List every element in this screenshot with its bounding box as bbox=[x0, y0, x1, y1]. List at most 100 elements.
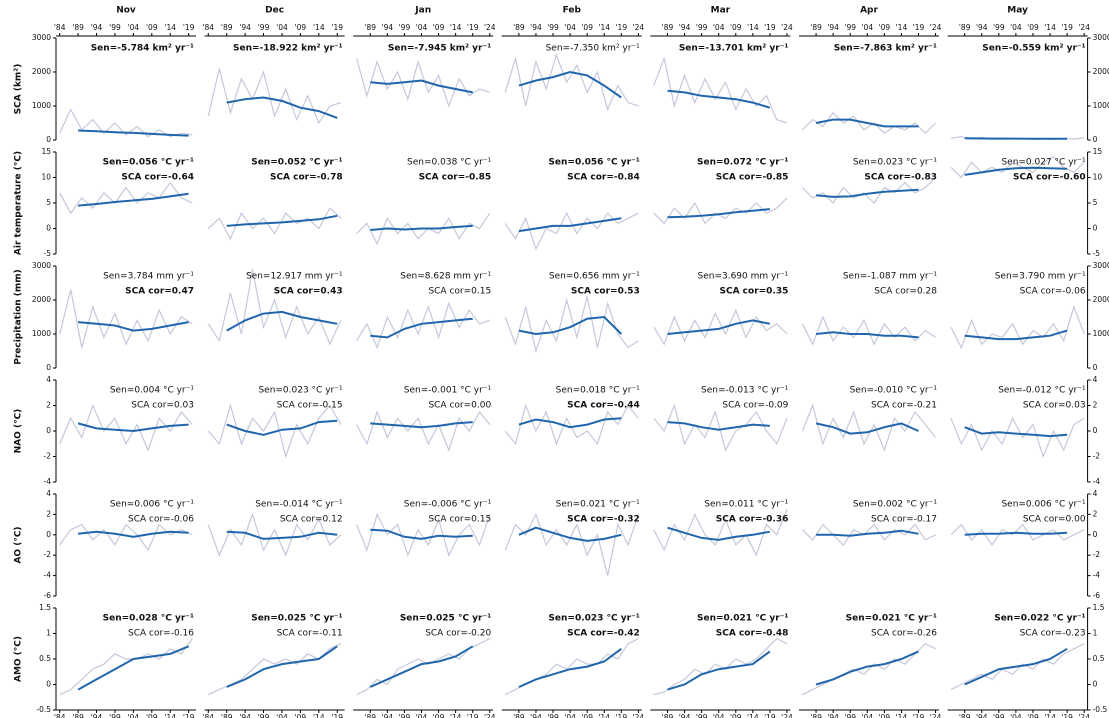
x-tick-label: '14 bbox=[1044, 23, 1056, 32]
x-tick-label: '19 bbox=[331, 23, 343, 32]
x-tick-label: '24 bbox=[633, 23, 645, 32]
annotation: Sen=-0.001 °C yr⁻¹ bbox=[404, 386, 492, 396]
raw-line bbox=[801, 315, 936, 346]
annotation: Sen=0.023 °C yr⁻¹ bbox=[258, 386, 343, 396]
x-tick-label: '04 bbox=[1010, 713, 1022, 718]
annotation: SCA cor=-0.83 bbox=[864, 173, 937, 183]
annotation: Sen=0.056 °C yr⁻¹ bbox=[548, 158, 639, 168]
annotation: SCA cor=-0.21 bbox=[871, 401, 937, 411]
x-tick-label: '99 bbox=[696, 713, 708, 718]
x-tick-label: '89 bbox=[513, 713, 525, 718]
raw-line bbox=[801, 111, 937, 135]
y-tick-label: -6 bbox=[1093, 591, 1101, 600]
annotation: Sen=0.028 °C yr⁻¹ bbox=[103, 614, 194, 624]
x-tick-label: '09 bbox=[433, 23, 445, 32]
x-tick-label: '99 bbox=[547, 713, 559, 718]
annotation: Sen=0.011 °C yr⁻¹ bbox=[704, 500, 789, 510]
x-tick-label: '99 bbox=[696, 23, 708, 32]
raw-line bbox=[207, 68, 342, 125]
trend-line bbox=[226, 645, 338, 688]
x-tick-label: '09 bbox=[581, 713, 593, 718]
trend-line bbox=[226, 214, 338, 227]
y-tick-label: 2000 bbox=[1093, 67, 1109, 76]
x-tick-label: '94 bbox=[530, 713, 542, 718]
annotation: SCA cor=-0.84 bbox=[567, 173, 640, 183]
x-tick-label: '09 bbox=[433, 713, 445, 718]
annotation: Sen=0.002 °C yr⁻¹ bbox=[853, 500, 938, 510]
raw-line bbox=[59, 181, 193, 215]
y-tick-label: -5 bbox=[1093, 249, 1101, 258]
x-tick-label: '84 bbox=[202, 713, 214, 718]
annotation: Sen=0.023 °C yr⁻¹ bbox=[548, 614, 639, 624]
y-tick-label: 0 bbox=[1093, 135, 1098, 144]
annotation: Sen=0.052 °C yr⁻¹ bbox=[251, 158, 342, 168]
trend-line bbox=[78, 129, 189, 137]
y-tick-label: 2000 bbox=[32, 67, 51, 76]
y-tick-label: 4 bbox=[1093, 375, 1098, 384]
x-tick-label: '94 bbox=[679, 713, 691, 718]
y-tick-label: 1 bbox=[1093, 629, 1098, 638]
x-tick-label: '99 bbox=[844, 23, 856, 32]
x-tick-label: '04 bbox=[128, 713, 140, 718]
x-tick-label: '04 bbox=[276, 713, 288, 718]
raw-line bbox=[504, 53, 639, 112]
y-tick-label: -4 bbox=[44, 571, 52, 580]
y-tick-label: 2000 bbox=[32, 295, 51, 304]
trend-line bbox=[518, 315, 623, 336]
x-tick-label: '04 bbox=[564, 23, 576, 32]
y-tick-label: 0 bbox=[46, 426, 51, 435]
x-tick-label: '19 bbox=[467, 23, 479, 32]
annotation: Sen=12.917 mm yr⁻¹ bbox=[246, 272, 343, 282]
trend-line bbox=[518, 217, 622, 233]
y-tick-label: -2 bbox=[1093, 452, 1101, 461]
trend-line bbox=[77, 645, 189, 691]
annotation: SCA cor=-0.85 bbox=[419, 173, 492, 183]
annotation: Sen=-18.922 km² yr⁻¹ bbox=[233, 44, 343, 54]
annotation: SCA cor=-0.85 bbox=[716, 173, 789, 183]
annotation: Sen=0.038 °C yr⁻¹ bbox=[407, 158, 492, 168]
y-tick-label: 3000 bbox=[1093, 33, 1109, 42]
annotation: SCA cor=0.03 bbox=[131, 401, 194, 411]
x-tick-label: '24 bbox=[930, 713, 942, 718]
x-tick-label: '14 bbox=[1044, 713, 1056, 718]
x-tick-label: '99 bbox=[258, 713, 270, 718]
x-tick-label: '09 bbox=[879, 23, 891, 32]
x-tick-label: '14 bbox=[598, 23, 610, 32]
y-tick-label: 0 bbox=[1093, 363, 1098, 372]
annotation: Sen=0.027 °C yr⁻¹ bbox=[1001, 158, 1086, 168]
raw-line bbox=[356, 301, 490, 350]
y-tick-label: 0.5 bbox=[1093, 654, 1105, 663]
annotation: Sen=3.784 mm yr⁻¹ bbox=[103, 272, 194, 282]
y-tick-label: 1000 bbox=[1093, 329, 1109, 338]
trend-line bbox=[964, 329, 1068, 341]
raw-line bbox=[504, 638, 639, 696]
x-tick-label: '19 bbox=[913, 23, 925, 32]
annotation: SCA cor=-0.06 bbox=[1020, 287, 1086, 297]
x-tick-label: '99 bbox=[258, 23, 270, 32]
x-tick-label: '24 bbox=[781, 713, 793, 718]
x-tick-label: '89 bbox=[364, 23, 376, 32]
trend-line bbox=[370, 317, 473, 339]
trend-line bbox=[815, 650, 919, 686]
y-tick-label: -2 bbox=[44, 550, 52, 559]
x-tick-label: '89 bbox=[810, 713, 822, 718]
x-tick-label: '09 bbox=[581, 23, 593, 32]
trend-line bbox=[78, 321, 189, 332]
x-tick-label: '14 bbox=[164, 713, 176, 718]
y-tick-label: -6 bbox=[44, 591, 52, 600]
annotation: SCA cor=0.53 bbox=[571, 287, 640, 297]
x-tick-label: '99 bbox=[109, 713, 121, 718]
y-tick-label: 1.5 bbox=[1093, 603, 1105, 612]
x-tick-label: '19 bbox=[331, 713, 343, 718]
x-tick-label: '14 bbox=[896, 713, 908, 718]
y-tick-label: 4 bbox=[46, 489, 51, 498]
raw-line bbox=[653, 308, 788, 346]
annotation: Sen=3.690 mm yr⁻¹ bbox=[697, 272, 788, 282]
annotation: SCA cor=-0.44 bbox=[567, 401, 640, 411]
column-title: May bbox=[1007, 6, 1028, 16]
annotation: SCA cor=-0.06 bbox=[128, 515, 194, 525]
x-tick-label: '99 bbox=[109, 23, 121, 32]
y-tick-label: 3000 bbox=[32, 261, 51, 270]
trend-line bbox=[370, 528, 473, 540]
